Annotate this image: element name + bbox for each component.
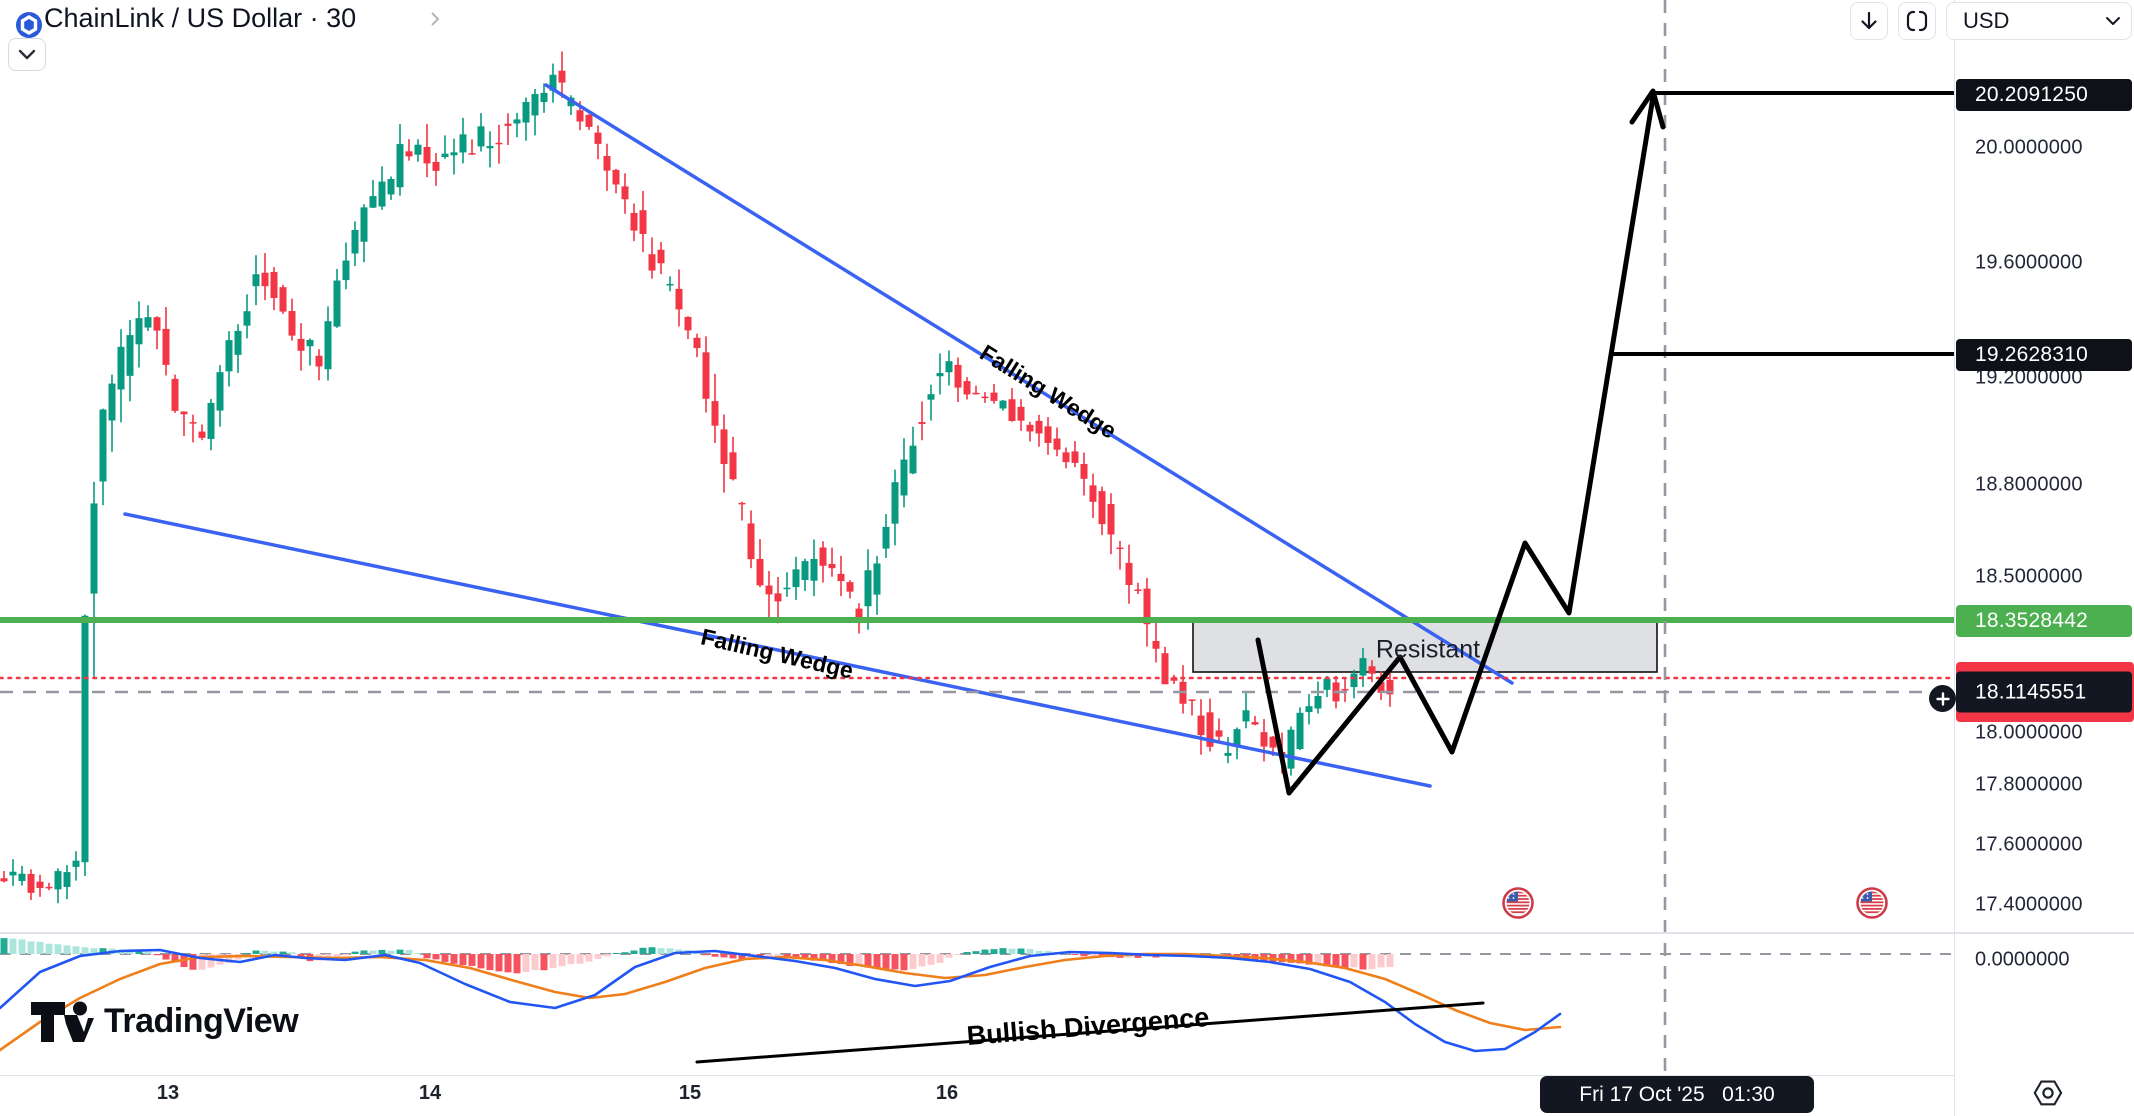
price-axis-panel[interactable] bbox=[1954, 0, 2134, 1116]
price-tick-label: 18.5000000 bbox=[1975, 565, 2083, 588]
chevron-down-icon bbox=[2106, 17, 2120, 25]
download-button[interactable] bbox=[1850, 2, 1888, 40]
price-tick-label: 19.2000000 bbox=[1975, 366, 2083, 389]
frame-icon bbox=[1906, 10, 1928, 32]
crosshair-date-badge: Fri 17 Oct '25 01:30 bbox=[1540, 1076, 1814, 1113]
pane-divider bbox=[1954, 932, 2134, 934]
arrow-down-icon bbox=[1861, 11, 1877, 30]
timezone-settings-button[interactable] bbox=[2031, 1076, 2065, 1110]
price-tick-label: 17.8000000 bbox=[1975, 773, 2083, 796]
crosshair-price-badge: 18.1145551 bbox=[1956, 671, 2132, 713]
chainlink-logo-icon bbox=[16, 12, 42, 38]
us-flag-icon bbox=[1856, 887, 1888, 919]
price-tick-label: 19.6000000 bbox=[1975, 251, 2083, 274]
time-tick-label: 15 bbox=[678, 1082, 702, 1104]
time-tick-label: 16 bbox=[935, 1082, 959, 1104]
us-flag-icon bbox=[1502, 887, 1534, 919]
time-tick-label: 14 bbox=[418, 1082, 442, 1104]
currency-dropdown[interactable]: USD bbox=[1946, 2, 2132, 40]
chevron-right-icon bbox=[428, 10, 442, 33]
time-tick-label: 13 bbox=[156, 1082, 180, 1104]
price-tick-label: 18.8000000 bbox=[1975, 473, 2083, 496]
price-tick-label: 17.4000000 bbox=[1975, 893, 2083, 916]
tradingview-logo-icon bbox=[31, 1001, 94, 1042]
price-badge-upper-target: 20.2091250 bbox=[1956, 79, 2132, 111]
fullscreen-button[interactable] bbox=[1898, 2, 1936, 40]
collapse-pane-button[interactable] bbox=[8, 38, 46, 71]
price-badge-lower-target: 19.2628310 bbox=[1956, 339, 2132, 371]
resistant-label[interactable]: Resistant bbox=[1375, 635, 1481, 664]
tradingview-logo[interactable]: TradingView bbox=[28, 996, 299, 1046]
candles bbox=[0, 51, 1394, 904]
macd-zero-label: 0.0000000 bbox=[1975, 948, 2070, 971]
plus-icon bbox=[1935, 691, 1950, 706]
price-tick-label: 17.6000000 bbox=[1975, 833, 2083, 856]
chevron-down-icon bbox=[18, 49, 36, 59]
currency-value: USD bbox=[1963, 8, 2010, 33]
tradingview-logo-text: TradingView bbox=[104, 1001, 299, 1040]
price-badge-resistance: 18.3528442 bbox=[1956, 605, 2132, 637]
price-tick-label: 20.0000000 bbox=[1975, 136, 2083, 159]
add-alert-button[interactable] bbox=[1929, 685, 1956, 712]
symbol-title[interactable]: ChainLink / US Dollar · 30 bbox=[44, 3, 357, 33]
hexagon-settings-icon bbox=[2033, 1080, 2063, 1106]
price-tick-label: 18.0000000 bbox=[1975, 721, 2083, 744]
